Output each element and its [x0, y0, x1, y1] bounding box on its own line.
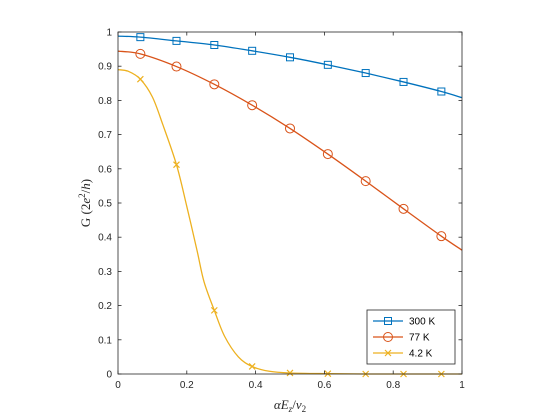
legend-marker — [384, 317, 392, 325]
data-point — [172, 36, 181, 45]
legend-label: 4.2 K — [409, 349, 433, 360]
x-tick-label: 0 — [115, 380, 121, 391]
y-tick-label: 0.1 — [98, 335, 112, 346]
x-tick-label: 0.2 — [180, 380, 194, 391]
data-point — [135, 48, 146, 59]
data-point — [247, 100, 258, 111]
y-tick-label: 0.9 — [98, 62, 112, 73]
data-point — [399, 77, 408, 86]
series-1 — [117, 48, 463, 251]
axes-layer: 0 0.2 0.4 0.6 0.8 1 0 0.1 0.2 0.3 0.4 0.5 0.6 0.7 0.8 0… — [98, 28, 465, 392]
data-point — [360, 176, 371, 187]
data-point — [437, 87, 446, 96]
x-tick-label: 1 — [459, 380, 465, 391]
y-tick-label: 0 — [106, 370, 112, 381]
legend-item: 77 K — [373, 332, 430, 344]
data-point — [136, 33, 145, 42]
y-tick-label: 0.7 — [98, 130, 112, 141]
data-point — [398, 203, 409, 214]
data-point — [248, 46, 257, 55]
data-point — [286, 369, 294, 377]
data-point — [322, 149, 333, 160]
data-point — [209, 79, 220, 90]
x-tick-label: 0.4 — [249, 380, 263, 391]
data-point — [436, 231, 447, 242]
y-tick-label: 0.2 — [98, 301, 112, 312]
series-line — [117, 50, 463, 251]
y-tick-label: 0.6 — [98, 164, 112, 175]
y-tick-label: 0.8 — [98, 96, 112, 107]
data-point — [286, 53, 294, 62]
data-point — [361, 69, 370, 78]
series-line — [117, 35, 463, 99]
x-axis-label: αEz/ν2 — [274, 397, 306, 414]
x-tick-label: 0.8 — [386, 380, 400, 391]
data-point — [173, 161, 180, 169]
legend-label: 300 K — [409, 317, 435, 328]
legend-item: 300 K — [373, 317, 435, 328]
data-point — [210, 306, 218, 314]
legend: 300 K 77 K 4.2 K — [366, 309, 456, 365]
y-tick-label: 0.4 — [98, 233, 112, 244]
data-point — [171, 61, 182, 72]
legend-marker — [384, 349, 392, 357]
data-point — [210, 40, 219, 49]
x-tick-label: 0.6 — [317, 380, 331, 391]
data-point — [136, 75, 144, 83]
y-tick-label: 0.5 — [98, 199, 112, 210]
legend-marker — [383, 332, 393, 342]
data-point — [248, 363, 256, 370]
data-point — [285, 123, 295, 134]
legend-label: 77 K — [409, 333, 430, 344]
y-tick-label: 0.3 — [98, 267, 112, 278]
series-0 — [117, 33, 463, 99]
data-point — [323, 60, 332, 69]
legend-item: 4.2 K — [373, 349, 433, 360]
y-tick-label: 1 — [106, 28, 112, 39]
y-axis-label: G (2e2/h) — [77, 179, 93, 227]
